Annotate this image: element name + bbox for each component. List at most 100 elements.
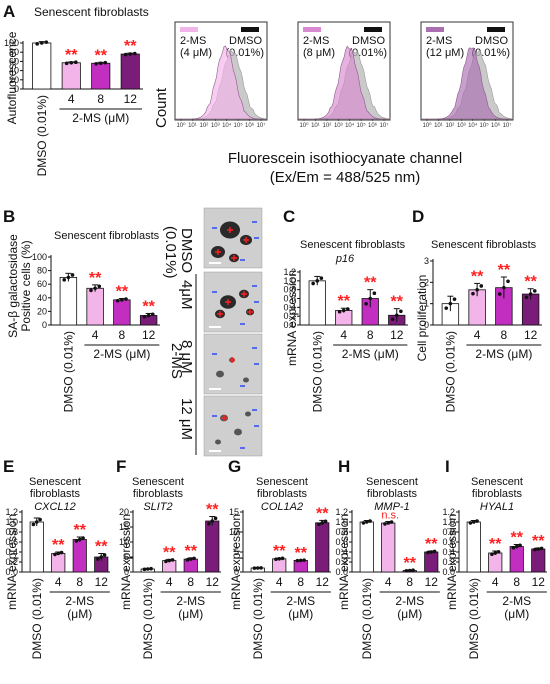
data-point [337, 309, 342, 314]
cell [245, 411, 251, 417]
data-point [31, 522, 36, 527]
histogram-tick-label: 10³ [211, 123, 220, 129]
data-point [411, 568, 415, 572]
y-tick-label: 15 [119, 522, 129, 532]
y-tick-label: 0.0 [5, 567, 18, 577]
data-point [66, 275, 71, 280]
micrograph-0 [203, 207, 263, 269]
data-point [213, 516, 218, 521]
x-tick-label-dose: 4 [276, 575, 283, 589]
y-tick-label: 0 [424, 320, 429, 330]
data-point [536, 547, 541, 551]
y-tick-label: 1.0 [5, 517, 18, 527]
treatment-label-line2: (μM) [178, 607, 203, 621]
panel-a-histograms: Count 2-MS (4 μM) DMSO (0.01%) 10⁰ 10¹ 10²… [153, 21, 514, 186]
y-tick-label: 100 [32, 252, 47, 262]
histogram-4um: 2-MS (4 μM) DMSO (0.01%) 10⁰ 10¹ 10² 10³ 10⁴… [174, 21, 268, 129]
histogram-tick-label: 10⁴ [222, 122, 232, 129]
y-tick-label: 40 [37, 293, 47, 303]
data-point [120, 298, 124, 302]
data-point [128, 52, 133, 56]
data-point [390, 317, 395, 322]
data-point [346, 307, 350, 311]
panel-b-title: Senescent fibroblasts [54, 230, 160, 242]
data-point [210, 519, 215, 523]
data-point [383, 522, 387, 526]
histogram-tick-label: 10⁶ [368, 122, 378, 129]
treatment-label-line2: (μM) [288, 607, 313, 621]
data-point [252, 566, 257, 570]
y-tick-label: 0.0 [335, 567, 348, 577]
panel-d-ylabel: Cell proliferation [415, 275, 429, 362]
x-tick-label-dose: 12 [532, 575, 546, 589]
y-tick-label: 1 [424, 299, 429, 309]
y-tick-label: 0.6 [283, 294, 296, 304]
y-tick-label: 0.4 [283, 302, 296, 312]
histogram-count-label: Count [153, 87, 170, 128]
significance-marker: ** [511, 530, 524, 547]
panel-g-title-line2: fibroblasts [257, 488, 308, 500]
legend-treatment: 2-MS [180, 35, 206, 47]
x-tick-label-dose: 12 [206, 575, 220, 589]
y-tick-label: 0.8 [283, 285, 296, 295]
panel-i-gene: HYAL1 [480, 501, 514, 513]
micrograph-dose-12: 12 μM [178, 398, 195, 440]
x-tick-label-dose: 8 [187, 575, 194, 589]
data-point [59, 550, 64, 555]
histogram-tick-label: 10⁷ [257, 122, 266, 129]
y-tick-label: 5 [234, 547, 239, 557]
data-point [315, 279, 320, 283]
data-point [185, 558, 190, 562]
bar [381, 522, 396, 573]
data-point [102, 553, 107, 557]
y-tick-label: 15 [229, 507, 239, 517]
y-tick-label: 2 [424, 277, 429, 287]
significance-marker: ** [498, 262, 511, 279]
positive-cell-marker [229, 357, 235, 363]
chart-h: 0.00.20.40.60.81.01.2 n.s. ** ** DMSO (0.01%… [335, 507, 440, 659]
bar [308, 280, 326, 326]
significance-marker: ** [364, 275, 377, 292]
panel-h-gene: MMP-1 [374, 501, 409, 513]
panel-letter-d: D [412, 207, 424, 226]
x-tick-label-control: DMSO (0.01%) [30, 578, 44, 659]
panel-letter-c: C [283, 207, 295, 226]
y-tick-label: 0.6 [335, 537, 348, 547]
data-point [133, 51, 137, 56]
data-point [123, 52, 128, 57]
y-tick-label: 0.2 [442, 557, 455, 567]
y-tick-label: 0.4 [5, 547, 18, 557]
panel-i-title-line2: fibroblasts [472, 488, 523, 500]
y-tick-label: 0.0 [442, 567, 455, 577]
cell [243, 377, 249, 383]
x-tick-label-dose: 8 [513, 575, 520, 589]
data-point [77, 537, 82, 542]
data-point [81, 536, 85, 540]
histogram-tick-label: 10⁷ [503, 122, 512, 129]
significance-marker: ** [471, 268, 484, 285]
x-tick-label-control: DMSO (0.01%) [61, 331, 75, 412]
data-point [432, 549, 437, 554]
bar [183, 558, 198, 573]
data-point [115, 298, 120, 303]
treatment-label-line1: 2-MS [502, 594, 531, 608]
y-tick-label: 60 [9, 56, 19, 66]
legend-swatch-treatment [303, 27, 321, 32]
legend-dmso: DMSO [229, 35, 262, 47]
histogram-tick-label: 10⁰ [422, 122, 432, 129]
significance-marker: ** [185, 543, 198, 560]
chart-c: 0.00.20.40.60.81.01.2 ** ** ** DMSO (0.01%) 4… [283, 267, 408, 412]
significance-marker: ** [391, 294, 404, 311]
bar [531, 548, 546, 573]
data-point [124, 297, 128, 301]
cell [234, 428, 242, 436]
panel-g-title-line1: Senescent [256, 476, 308, 488]
y-tick-label: 0 [42, 320, 47, 330]
data-point [145, 567, 150, 571]
data-point [468, 521, 473, 525]
panel-h-title-line2: fibroblasts [367, 488, 418, 500]
y-tick-label: 5 [124, 552, 129, 562]
treatment-label-line1: 2-MS [176, 594, 205, 608]
